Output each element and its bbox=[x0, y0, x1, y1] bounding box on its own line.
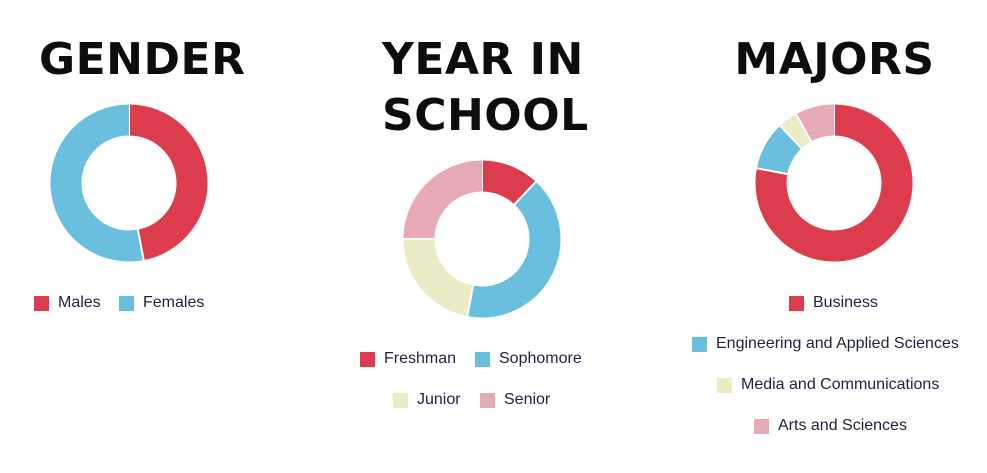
legend-swatch-junior bbox=[393, 392, 408, 408]
legend-label-sophomore: Sophomore bbox=[499, 350, 582, 367]
gender-chart-title: GENDER bbox=[39, 34, 246, 85]
legend-item-media: Media and Communications bbox=[717, 376, 939, 394]
majors-chart-title: MAJORS bbox=[734, 34, 935, 85]
legend-label-senior: Senior bbox=[504, 391, 551, 408]
legend-label-engineering: Engineering and Applied Sciences bbox=[716, 335, 959, 352]
donut-slice-separator bbox=[513, 180, 538, 206]
year-chart-title-line-1: YEAR IN bbox=[382, 34, 584, 85]
legend-label-business: Business bbox=[813, 294, 878, 311]
legend-label-males: Males bbox=[58, 294, 101, 311]
donut-slice-separator bbox=[794, 112, 813, 143]
legend-swatch-senior bbox=[480, 392, 495, 408]
legend-item-engineering: Engineering and Applied Sciences bbox=[692, 335, 959, 353]
legend-label-freshman: Freshman bbox=[384, 350, 457, 367]
legend-item-arts: Arts and Sciences bbox=[754, 417, 907, 435]
legend-item-senior: Senior bbox=[480, 391, 550, 409]
donut-slice-media-and-communications bbox=[780, 114, 812, 149]
legend-item-freshman: Freshman bbox=[360, 350, 456, 368]
donut-slice-engineering-and-applied-sciences bbox=[756, 125, 803, 175]
donut-slice-arts-and-sciences bbox=[796, 104, 835, 142]
donut-slice-separator bbox=[136, 228, 145, 262]
donut-slice-separator bbox=[755, 167, 789, 176]
legend-swatch-females bbox=[119, 295, 134, 311]
legend-label-arts: Arts and Sciences bbox=[778, 417, 907, 434]
legend-swatch-business bbox=[789, 295, 804, 311]
legend-swatch-sophomore bbox=[475, 351, 490, 367]
legend-swatch-males bbox=[34, 295, 49, 311]
donut-slice-separator bbox=[466, 284, 475, 318]
year-chart-title-line-2: SCHOOL bbox=[382, 90, 589, 141]
donut-slice-sophomore bbox=[467, 181, 561, 318]
legend-label-media: Media and Communications bbox=[741, 376, 940, 393]
legend-item-females: Females bbox=[119, 294, 204, 312]
legend-label-junior: Junior bbox=[417, 391, 461, 408]
legend-item-males: Males bbox=[34, 294, 101, 312]
legend-swatch-arts bbox=[754, 418, 769, 434]
donut-slice-business bbox=[755, 104, 913, 262]
donut-slice-freshman bbox=[481, 160, 536, 205]
legend-item-business: Business bbox=[789, 294, 878, 312]
donut-slice-females bbox=[50, 104, 144, 262]
legend-swatch-media bbox=[717, 377, 732, 393]
legend-item-junior: Junior bbox=[393, 391, 461, 409]
donut-slice-senior bbox=[403, 160, 483, 240]
donut-slice-males bbox=[128, 104, 208, 261]
legend-swatch-freshman bbox=[360, 351, 375, 367]
legend-label-females: Females bbox=[143, 294, 205, 311]
donut-slice-separator bbox=[778, 124, 803, 150]
legend-swatch-engineering bbox=[692, 336, 707, 352]
legend-item-sophomore: Sophomore bbox=[475, 350, 582, 368]
donut-slice-junior bbox=[403, 238, 474, 317]
